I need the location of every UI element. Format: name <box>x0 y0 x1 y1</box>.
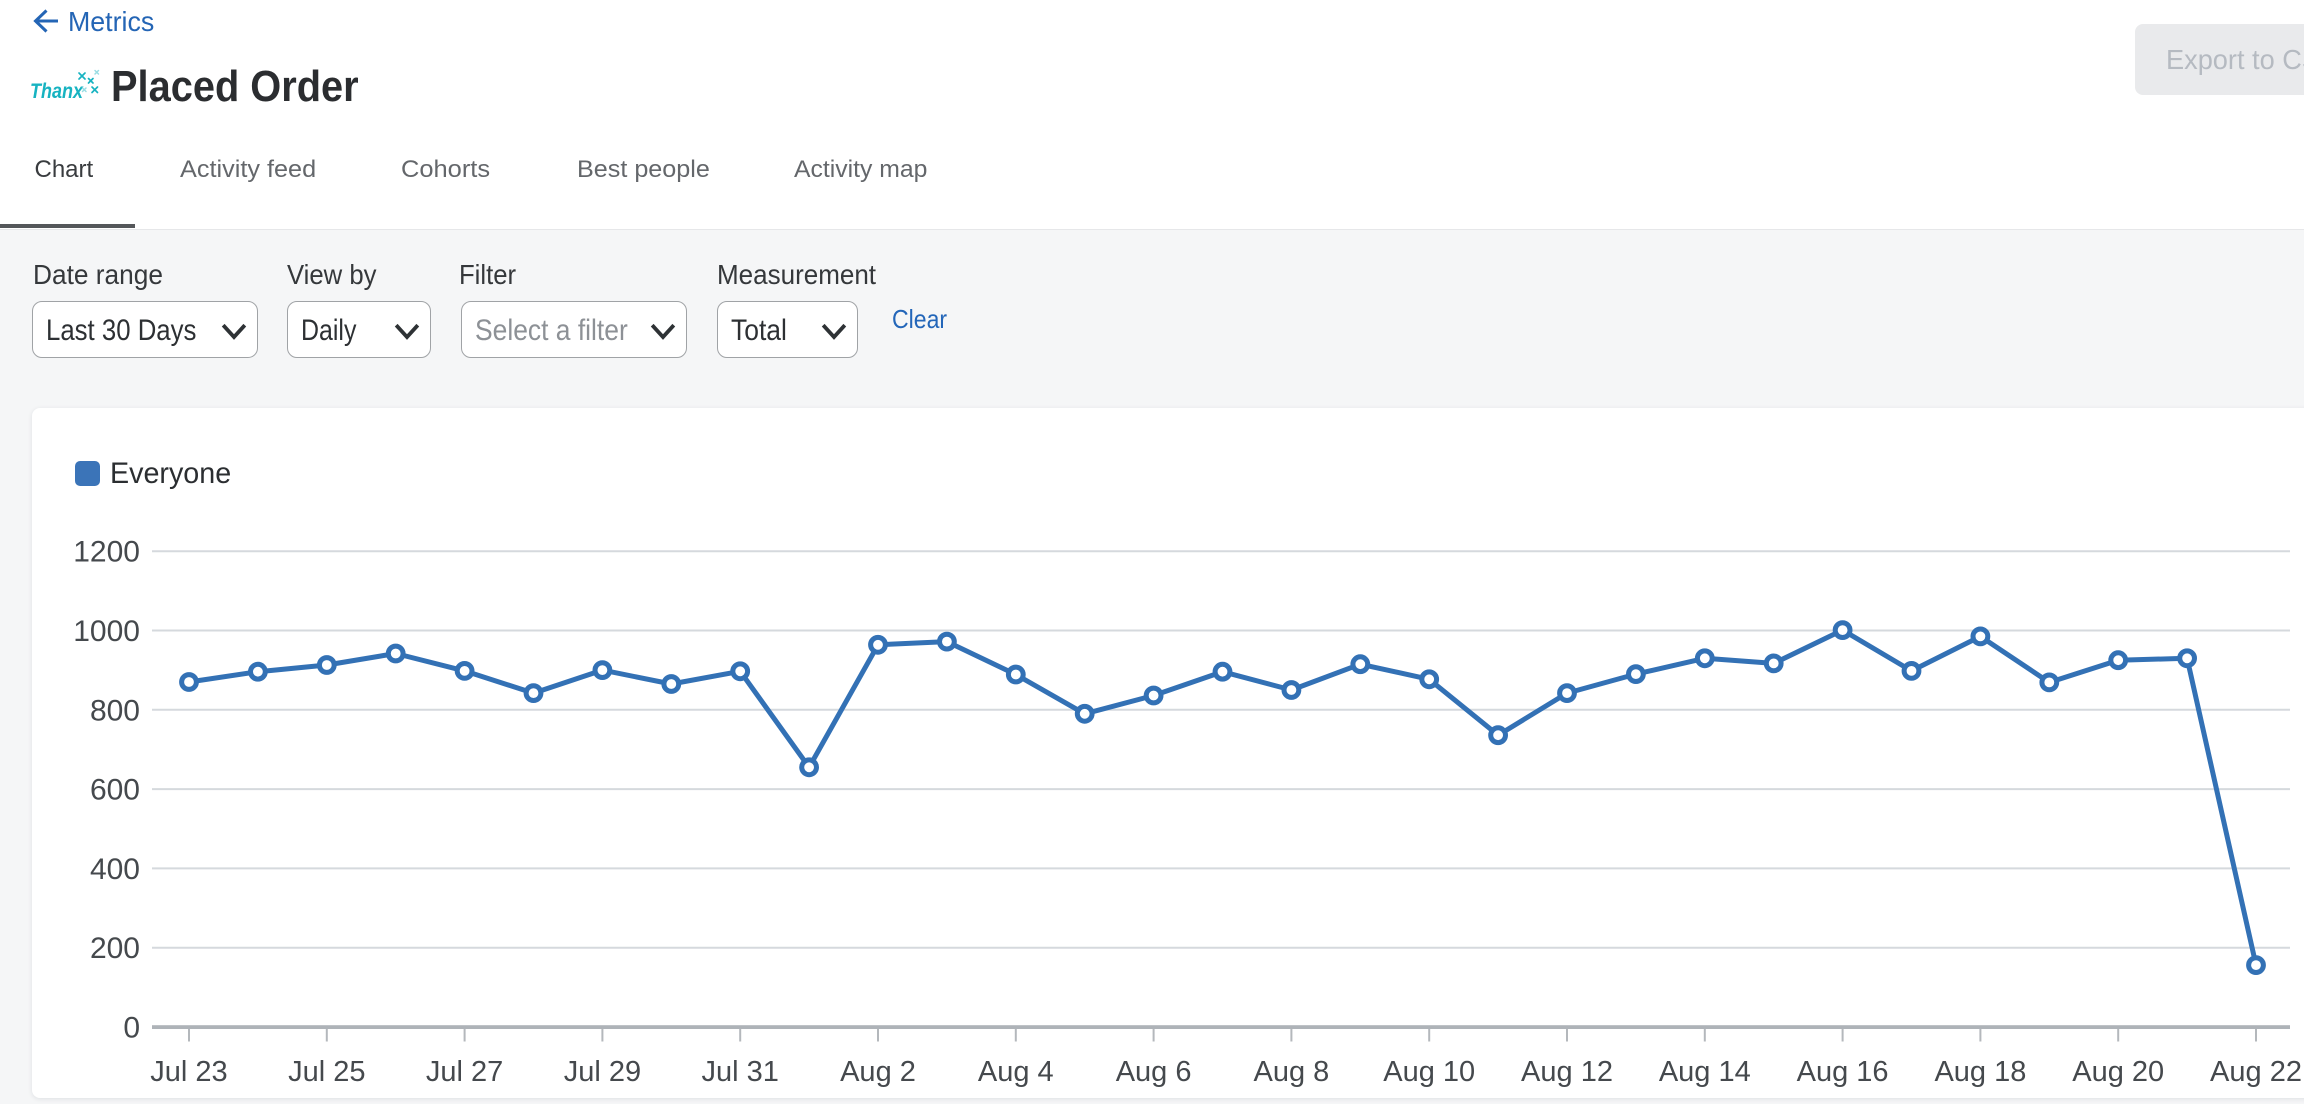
svg-text:1200: 1200 <box>73 536 140 569</box>
svg-text:600: 600 <box>90 774 140 807</box>
svg-text:Aug 16: Aug 16 <box>1797 1056 1889 1088</box>
svg-text:400: 400 <box>90 853 140 886</box>
svg-text:800: 800 <box>90 694 140 727</box>
svg-text:Aug 10: Aug 10 <box>1383 1056 1475 1088</box>
svg-text:Thanx: Thanx <box>30 80 84 103</box>
svg-text:Aug 18: Aug 18 <box>1934 1056 2026 1088</box>
svg-text:Aug 4: Aug 4 <box>978 1056 1054 1088</box>
svg-text:Jul 23: Jul 23 <box>150 1056 227 1088</box>
svg-text:Aug 8: Aug 8 <box>1254 1056 1330 1088</box>
svg-text:0: 0 <box>123 1012 140 1045</box>
svg-text:Aug 6: Aug 6 <box>1116 1056 1192 1088</box>
svg-text:Aug 14: Aug 14 <box>1659 1056 1751 1088</box>
svg-text:Jul 29: Jul 29 <box>564 1056 641 1088</box>
svg-text:Jul 31: Jul 31 <box>702 1056 779 1088</box>
svg-text:Jul 27: Jul 27 <box>426 1056 503 1088</box>
svg-text:Aug 20: Aug 20 <box>2072 1056 2164 1088</box>
svg-text:1000: 1000 <box>73 615 140 648</box>
svg-text:Jul 25: Jul 25 <box>288 1056 365 1088</box>
svg-text:Aug 22: Aug 22 <box>2210 1056 2302 1088</box>
svg-text:200: 200 <box>90 932 140 965</box>
svg-text:Aug 12: Aug 12 <box>1521 1056 1613 1088</box>
svg-text:Aug 2: Aug 2 <box>840 1056 916 1088</box>
